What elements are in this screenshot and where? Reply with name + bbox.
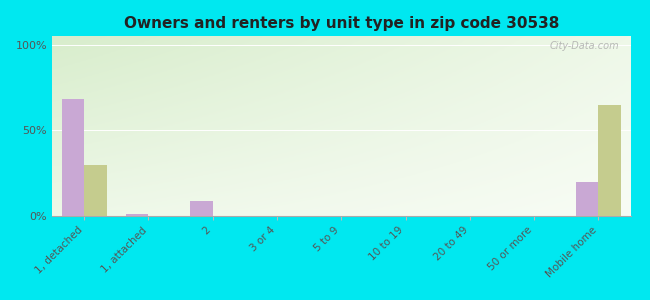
Bar (62, 99, 84, 216)
Text: City-Data.com: City-Data.com (549, 41, 619, 51)
Bar (126, 214, 148, 216)
Bar (576, 182, 599, 216)
Bar (190, 201, 213, 216)
Title: Owners and renters by unit type in zip code 30538: Owners and renters by unit type in zip c… (124, 16, 559, 31)
Bar (599, 105, 621, 216)
Bar (84, 165, 107, 216)
